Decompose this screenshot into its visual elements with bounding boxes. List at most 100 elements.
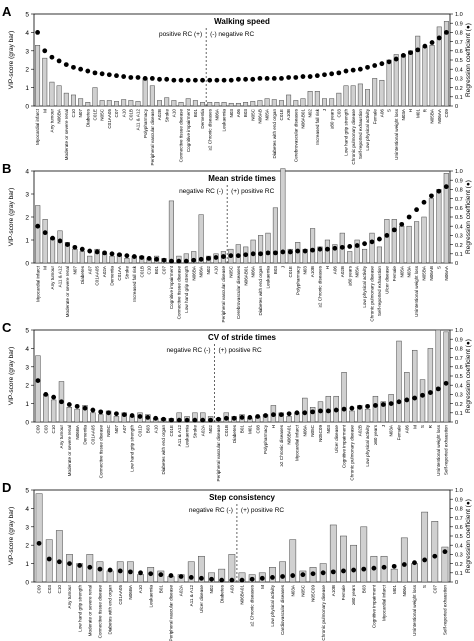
y2-tick-label: 0.8 — [455, 507, 463, 513]
bar — [42, 219, 48, 264]
rc-point — [235, 253, 241, 259]
x-tick-label: N02 — [209, 585, 214, 594]
bar — [357, 83, 363, 107]
x-tick-label: Self-reported exhaustion — [444, 425, 449, 475]
x-tick-label: C09 — [36, 425, 41, 434]
rc-point — [379, 61, 385, 67]
x-tick-label: Self-reported exhaustion — [443, 585, 448, 635]
rc-point — [107, 567, 113, 573]
x-tick-label: A10 — [171, 109, 176, 118]
x-tick-label: Polypharmacy — [143, 108, 148, 138]
rc-point — [66, 402, 72, 407]
rc-point — [169, 258, 174, 264]
x-tick-label: Peripheral vascular disease — [216, 425, 221, 482]
rc-point — [330, 569, 336, 575]
y-axis-label: VIP-score (gray bar) — [8, 507, 15, 566]
rc-point — [209, 576, 214, 582]
x-tick-label: N06BA — [191, 265, 196, 280]
bar — [309, 407, 316, 423]
y-tick-label: 3 — [25, 192, 29, 199]
rc-point — [188, 575, 194, 580]
rc-point — [87, 564, 93, 570]
y2-axis-label: Regression coefficient (●) — [465, 23, 472, 97]
bar — [286, 94, 292, 107]
rc-point — [414, 207, 419, 213]
x-tick-label: N06BA — [57, 108, 62, 123]
x-tick-label: Moderate or severe renal — [64, 109, 69, 160]
rc-point — [381, 564, 387, 570]
rc-point — [121, 74, 127, 79]
x-tick-label: A06 — [332, 266, 337, 275]
y2-tick-label: 0.7 — [455, 356, 463, 362]
x-tick-label: Leukaemia — [148, 585, 153, 608]
y-tick-label: 0 — [25, 261, 29, 268]
x-tick-label: S — [436, 266, 441, 269]
x-tick-label: C01E — [279, 109, 284, 121]
rc-point — [228, 253, 234, 259]
rc-point — [332, 245, 338, 251]
rc-point — [153, 415, 159, 421]
bar — [421, 511, 429, 583]
rc-point — [325, 246, 330, 252]
rc-point — [78, 66, 84, 72]
x-tick-label: A02B — [357, 425, 362, 436]
bar — [350, 544, 358, 583]
x-tick-label: N05BA — [422, 265, 427, 280]
bar — [278, 100, 284, 107]
rc-point — [396, 399, 402, 405]
bar — [314, 91, 320, 107]
y2-tick-label: 0.4 — [455, 383, 463, 389]
rc-point — [99, 71, 105, 77]
x-tick-label: C01E — [93, 109, 98, 121]
rc-point — [56, 58, 62, 64]
x-tick-label: N05C — [106, 424, 111, 436]
rc-point — [255, 414, 261, 419]
x-tick-label: Chronic pulmonary disease — [370, 266, 375, 322]
rc-point — [56, 559, 62, 565]
rc-point — [148, 571, 154, 577]
bar — [135, 101, 141, 107]
x-tick-label: C01B — [224, 425, 229, 437]
bar — [35, 45, 41, 107]
bar — [329, 524, 337, 583]
y-tick-label: 3 — [25, 364, 29, 371]
y-tick-label: 1 — [25, 238, 29, 245]
x-tick-label: N05C — [100, 108, 105, 120]
x-tick-label: C01D — [138, 424, 143, 436]
bar — [79, 251, 85, 264]
rc-point — [228, 77, 234, 83]
x-tick-label: C01AA05 — [90, 425, 95, 445]
bar — [82, 405, 88, 423]
rc-point — [65, 242, 70, 248]
x-tick-label: C08 — [255, 425, 260, 434]
x-tick-label: B03 — [243, 109, 248, 118]
rc-point — [49, 54, 55, 60]
bar — [411, 349, 418, 423]
rc-point — [114, 411, 119, 417]
y-tick-label: 1 — [25, 85, 29, 92]
x-tick-label: Cognitive impairment — [186, 108, 191, 152]
x-tick-label: R — [422, 108, 427, 112]
rc-point — [377, 236, 382, 242]
x-tick-label: Cardiovascular diseases — [280, 584, 285, 635]
rc-point — [129, 413, 135, 418]
x-tick-label: C01E — [169, 425, 174, 437]
x-tick-label: Stroke — [124, 266, 129, 280]
rc-point — [92, 70, 98, 76]
bar — [364, 408, 371, 423]
x-tick-label: M — [42, 109, 47, 113]
rc-point — [219, 577, 225, 583]
bar — [137, 574, 144, 583]
chart-panel-d: D Step consistency 0 1 2 3 4 5 0 0.1 0.2 0.3 0.4 0.5 0… — [2, 480, 472, 641]
rc-point — [243, 252, 249, 258]
rc-point — [391, 227, 397, 233]
bar — [421, 216, 427, 264]
x-tick-label: B03 — [361, 585, 366, 594]
bar — [441, 546, 449, 583]
y2-tick-label: 0.6 — [455, 365, 463, 371]
rc-point — [59, 399, 64, 405]
bar — [384, 219, 390, 264]
x-tick-label: Cognitive impairment — [372, 584, 377, 628]
y2-tick-label: 0.9 — [455, 497, 463, 503]
rc-point — [168, 573, 174, 578]
